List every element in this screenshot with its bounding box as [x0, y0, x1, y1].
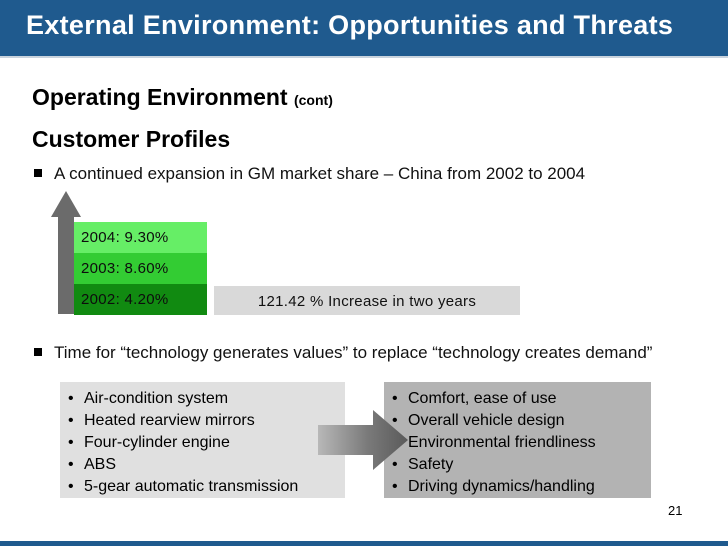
bullet-market-share: A continued expansion in GM market share… — [34, 164, 585, 184]
square-bullet-icon — [34, 347, 42, 356]
right-arrow-icon — [318, 410, 408, 470]
list-item: •Environmental friendliness — [392, 432, 643, 454]
bullet-dot-icon: • — [68, 478, 74, 495]
up-arrow-shaft — [58, 215, 74, 314]
share-bar-2004: 2004: 9.30% — [74, 222, 207, 253]
bullet-dot-icon: • — [68, 412, 74, 429]
title-bar: External Environment: Opportunities and … — [0, 0, 728, 56]
section-heading-suffix: (cont) — [293, 92, 333, 108]
list-item: • Safety — [392, 454, 643, 476]
customer-values-box: • Comfort, ease of use • Overall vehicle d… — [384, 382, 651, 498]
page-number: 21 — [668, 503, 683, 518]
list-item: • Heated rearview mirrors — [68, 410, 337, 432]
share-bar-2003: 2003: 8.60% — [74, 253, 207, 284]
list-item: • ABS — [68, 454, 337, 476]
section-heading-text: Operating Environment — [32, 84, 288, 110]
up-arrow-icon — [51, 191, 81, 217]
subheading: Customer Profiles — [32, 126, 231, 152]
slide-title: External Environment: Opportunities and … — [26, 10, 674, 40]
list-item: • Air-condition system — [68, 388, 337, 410]
share-bar-2002: 2002: 4.20% — [74, 284, 207, 315]
bullet-dot-icon: • — [68, 390, 74, 407]
list-item: • 5-gear automatic transmission — [68, 476, 337, 498]
title-divider — [0, 56, 728, 58]
list-item: • Four-cylinder engine — [68, 432, 337, 454]
bullet-dot-icon: • — [392, 412, 398, 429]
bullet-dot-icon: • — [392, 390, 398, 407]
bullet-technology-text: Time for “technology generates values” t… — [54, 343, 653, 362]
increase-callout: 121.42 % Increase in two years — [214, 286, 520, 315]
list-item: • Overall vehicle design — [392, 410, 643, 432]
square-bullet-icon — [34, 168, 42, 177]
bullet-dot-icon: • — [392, 478, 398, 495]
section-heading: Operating Environment (cont) — [32, 84, 333, 111]
list-item: • Comfort, ease of use — [392, 388, 643, 410]
list-item: • Driving dynamics/handling — [392, 476, 643, 498]
technology-features-box: • Air-condition system • Heated rearview m… — [60, 382, 345, 498]
footer-bar — [0, 541, 728, 546]
bullet-dot-icon: • — [68, 456, 74, 473]
bullet-market-share-text: A continued expansion in GM market share… — [54, 164, 586, 183]
bullet-technology: Time for “technology generates values” t… — [34, 343, 652, 363]
bullet-dot-icon: • — [68, 434, 74, 451]
bullet-dot-icon: • — [392, 456, 398, 473]
